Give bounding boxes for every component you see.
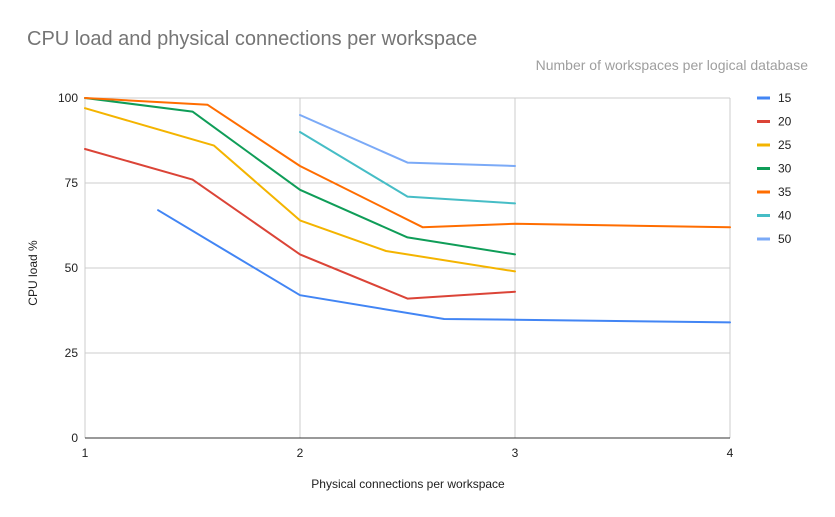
legend-label: 35 bbox=[778, 185, 792, 199]
y-tick-label: 75 bbox=[65, 176, 79, 190]
grid bbox=[84, 97, 731, 439]
legend-item: 50 bbox=[757, 232, 792, 246]
series-lines bbox=[84, 97, 731, 324]
series-line-25 bbox=[84, 107, 516, 273]
legend-label: 30 bbox=[778, 162, 792, 176]
y-axis-label: CPU load % bbox=[26, 240, 40, 306]
y-tick-label: 0 bbox=[71, 431, 78, 445]
legend: 15 20 25 30 35 40 50 bbox=[757, 91, 792, 246]
legend-label: 40 bbox=[778, 209, 792, 223]
series-line-35 bbox=[84, 97, 731, 229]
legend-label: 15 bbox=[778, 91, 792, 105]
chart-title: CPU load and physical connections per wo… bbox=[27, 28, 477, 50]
y-tick-label: 50 bbox=[65, 261, 79, 275]
legend-label: 50 bbox=[778, 232, 792, 246]
y-tick-label: 25 bbox=[65, 346, 79, 360]
legend-item: 35 bbox=[757, 185, 792, 199]
legend-item: 30 bbox=[757, 162, 792, 176]
legend-label: 25 bbox=[778, 138, 792, 152]
y-tick-label: 100 bbox=[58, 91, 78, 105]
legend-item: 20 bbox=[757, 115, 792, 129]
legend-item: 40 bbox=[757, 209, 792, 223]
x-tick-label: 1 bbox=[82, 446, 89, 460]
legend-label: 20 bbox=[778, 115, 792, 129]
legend-item: 15 bbox=[757, 91, 792, 105]
series-line-50 bbox=[299, 114, 516, 167]
legend-title: Number of workspaces per logical databas… bbox=[536, 57, 809, 73]
series-line-20 bbox=[84, 148, 516, 300]
x-axis-label: Physical connections per workspace bbox=[311, 477, 505, 491]
legend-item: 25 bbox=[757, 138, 792, 152]
series-line-15 bbox=[157, 209, 731, 324]
series-line-30 bbox=[84, 97, 516, 256]
x-tick-label: 2 bbox=[297, 446, 304, 460]
tick-labels: 0 25 50 75 100 1 2 3 4 bbox=[58, 91, 734, 460]
x-tick-label: 3 bbox=[512, 446, 519, 460]
x-tick-label: 4 bbox=[727, 446, 734, 460]
series-line-40 bbox=[299, 131, 516, 205]
